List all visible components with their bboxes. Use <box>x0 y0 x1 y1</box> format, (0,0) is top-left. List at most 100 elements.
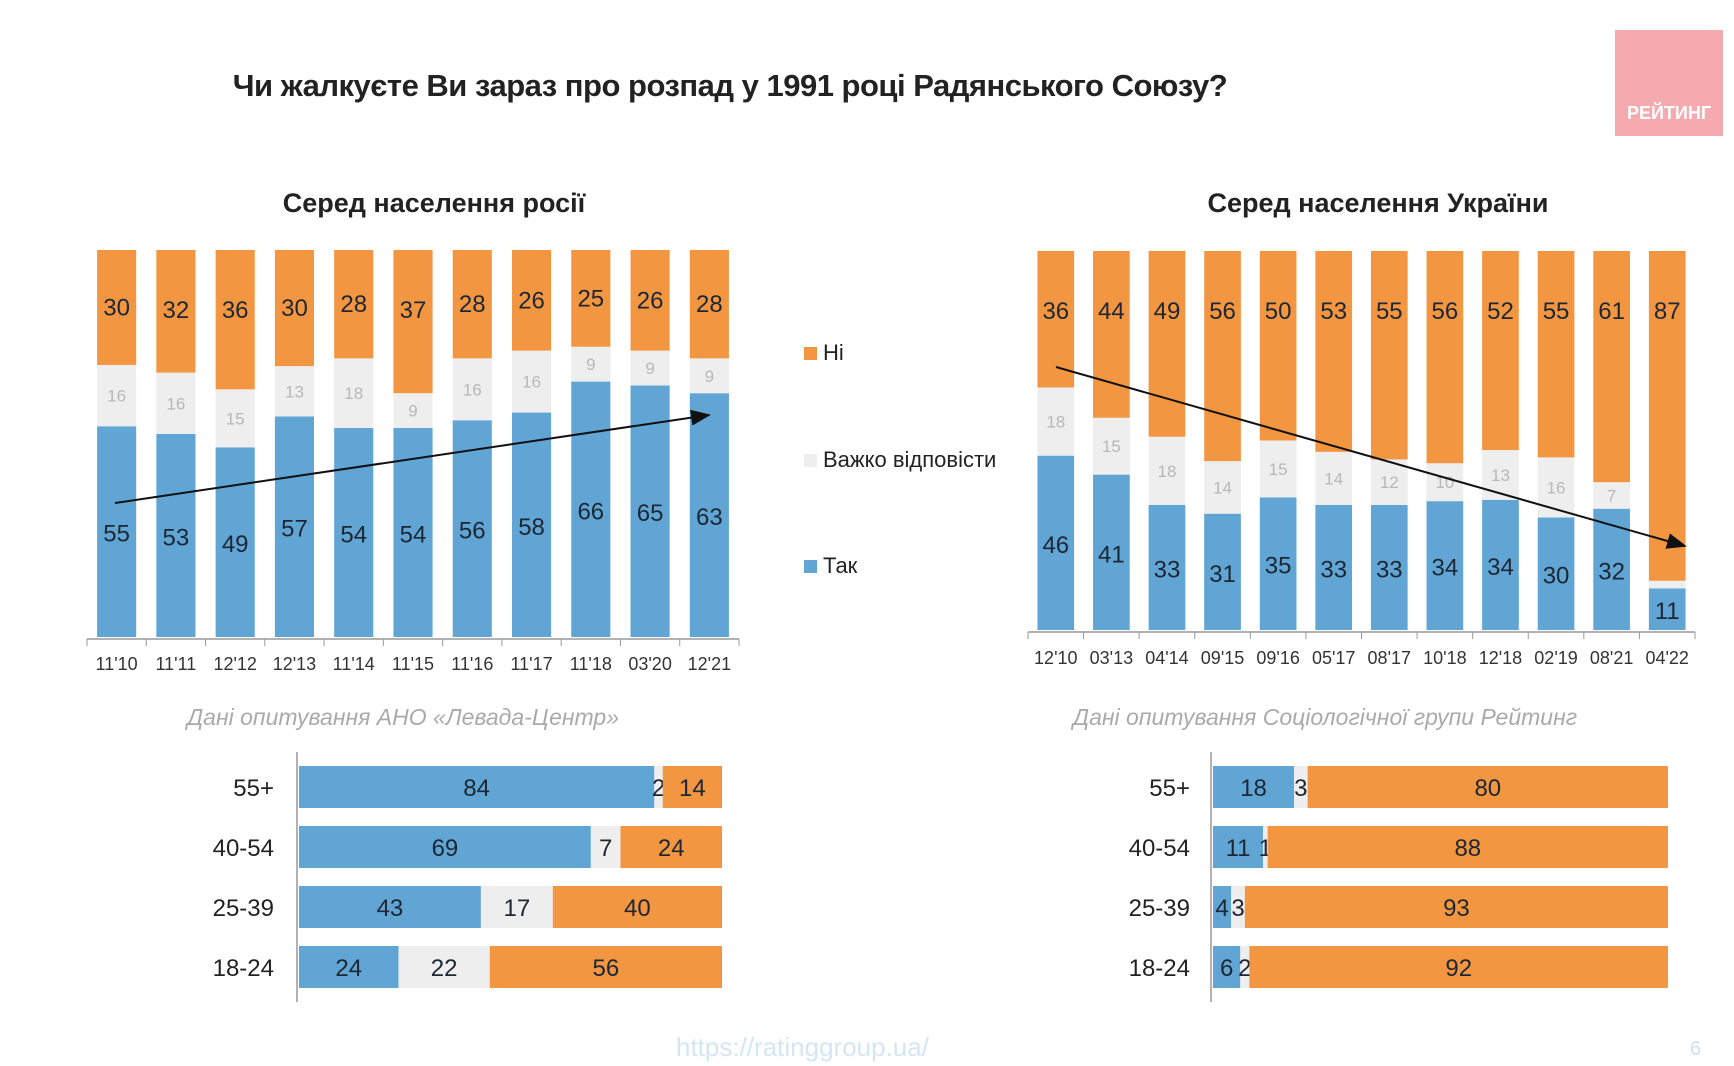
y-tick-label: 18-24 <box>1129 955 1190 982</box>
legend-label: Так <box>823 553 858 578</box>
legend-label: Ні <box>823 340 844 365</box>
x-tick-label: 04'14 <box>1145 648 1188 668</box>
bar-segment-no <box>452 250 492 359</box>
bar-segment-hard <box>398 946 490 988</box>
bar-segment-no <box>1315 251 1353 452</box>
bar-segment-hard <box>630 350 670 386</box>
bar-segment-no <box>1148 251 1186 437</box>
legend-item-yes: Так <box>804 553 857 579</box>
bar-segment-no <box>1482 251 1519 451</box>
data-label: 56 <box>459 518 486 545</box>
data-label: 15 <box>1269 460 1288 479</box>
bar-segment-yes <box>299 766 655 808</box>
bar-segment-no <box>1537 251 1575 458</box>
data-label: 14 <box>1213 478 1232 497</box>
data-label: 58 <box>518 514 545 541</box>
trend-arrow <box>114 409 711 504</box>
data-label: 40 <box>624 895 651 922</box>
data-label: 16 <box>107 387 126 406</box>
source-url[interactable]: https://ratinggroup.ua/ <box>676 1032 929 1062</box>
data-label: 3 <box>1231 895 1244 922</box>
data-label: 18 <box>1240 775 1267 802</box>
bar-segment-yes <box>334 428 374 637</box>
bar-segment-hard <box>1426 463 1464 502</box>
bar-segment-yes <box>1259 497 1297 630</box>
bar-segment-no <box>1093 251 1130 418</box>
data-label: 53 <box>163 524 190 551</box>
x-tick-label: 11'17 <box>510 654 552 674</box>
data-label: 25 <box>577 285 604 312</box>
bar-segment-yes <box>215 447 255 637</box>
bar-segment-no <box>1244 886 1668 928</box>
data-label: 16 <box>463 380 482 399</box>
bar-segment-no <box>97 250 137 365</box>
russia-source: Дані опитування АНО «Левада-Центр» <box>186 704 620 730</box>
bar-segment-yes <box>1370 504 1408 630</box>
data-label: 9 <box>705 367 714 386</box>
bar-segment-yes <box>299 946 399 988</box>
data-label: 32 <box>163 297 190 324</box>
bar-segment-hard <box>393 393 433 429</box>
x-tick-label: 08'21 <box>1590 648 1633 668</box>
bar-segment-hard <box>1231 886 1245 928</box>
bar-segment-yes <box>393 428 433 637</box>
data-label: 53 <box>1320 298 1347 325</box>
data-label: 44 <box>1098 298 1125 325</box>
bar-segment-hard <box>1263 826 1268 868</box>
data-label: 17 <box>503 895 530 922</box>
data-label: 55 <box>1376 298 1403 325</box>
legend-swatch-yes <box>804 560 817 573</box>
x-tick-label: 02'19 <box>1534 648 1577 668</box>
bar-segment-no <box>571 250 611 347</box>
bar-segment-no <box>689 250 729 359</box>
bar-segment-no <box>630 250 670 351</box>
bar-segment-hard <box>1093 417 1130 475</box>
data-label: 55 <box>1543 298 1570 325</box>
data-label: 14 <box>1324 469 1343 488</box>
data-label: 24 <box>658 835 685 862</box>
y-tick-label: 55+ <box>1149 775 1190 802</box>
data-label: 28 <box>340 291 367 318</box>
bar-segment-hard <box>1482 450 1519 500</box>
data-label: 15 <box>1102 437 1121 456</box>
bar-segment-yes <box>1537 517 1575 630</box>
data-label: 16 <box>1547 478 1566 497</box>
legend-label: Важко відповісти <box>823 447 997 472</box>
bar-segment-no <box>1648 251 1686 581</box>
data-label: 56 <box>593 955 620 982</box>
bar-segment-yes <box>1204 513 1241 630</box>
bar-segment-yes <box>1213 766 1295 808</box>
bar-segment-hard <box>1593 482 1630 509</box>
y-tick-label: 40-54 <box>1129 835 1190 862</box>
x-tick-label: 12'13 <box>273 654 316 674</box>
data-label: 30 <box>103 294 130 321</box>
bar-segment-yes <box>1648 588 1686 630</box>
bar-segment-hard <box>1294 766 1308 808</box>
x-tick-label: 12'21 <box>688 654 731 674</box>
bar-segment-yes <box>156 433 196 637</box>
data-label: 2 <box>652 775 665 802</box>
x-tick-label: 11'15 <box>392 654 434 674</box>
data-label: 66 <box>577 498 604 525</box>
data-label: 11 <box>1226 835 1251 862</box>
data-label: 30 <box>281 295 308 322</box>
bar-segment-no <box>489 946 722 988</box>
bar-segment-hard <box>334 358 374 429</box>
x-tick-label: 11'11 <box>156 654 197 674</box>
bar-segment-hard <box>97 364 137 427</box>
data-label: 14 <box>679 775 706 802</box>
bar-segment-yes <box>630 385 670 637</box>
data-label: 49 <box>222 531 249 558</box>
data-label: 7 <box>1607 486 1616 505</box>
bar-segment-yes <box>1093 474 1130 630</box>
y-tick-label: 25-39 <box>213 895 274 922</box>
bar-segment-yes <box>689 393 729 637</box>
data-label: 16 <box>166 394 185 413</box>
data-label: 7 <box>599 835 612 862</box>
bar-segment-yes <box>511 412 552 637</box>
data-label: 33 <box>1154 556 1181 583</box>
bar-segment-no <box>1259 251 1297 441</box>
bar-segment-yes <box>452 420 492 637</box>
legend-swatch-no <box>804 347 817 360</box>
